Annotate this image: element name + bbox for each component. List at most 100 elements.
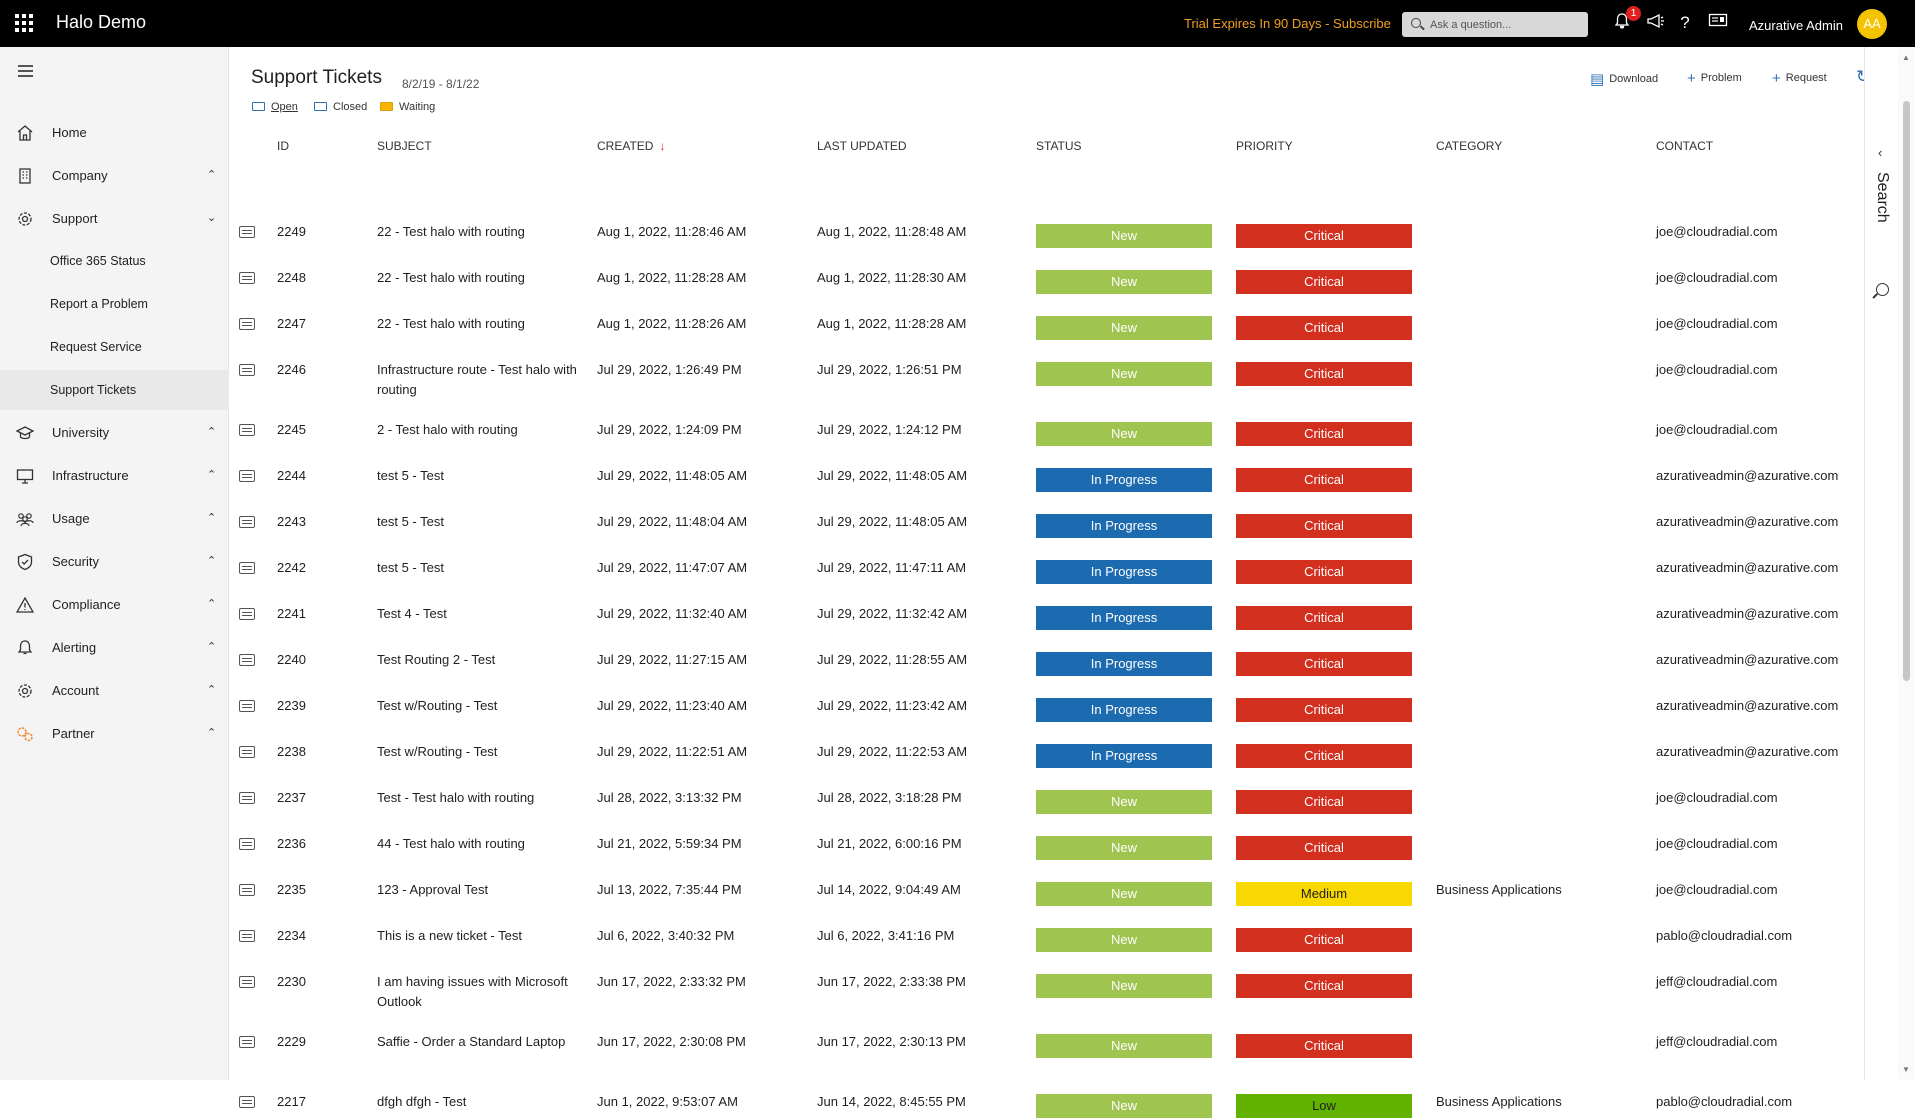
ticket-contact[interactable]: joe@cloudradial.com [1656, 882, 1778, 897]
ticket-contact[interactable]: joe@cloudradial.com [1656, 790, 1778, 805]
sidebar-subitem-office-365-status[interactable]: Office 365 Status [0, 241, 229, 281]
search-input[interactable] [1430, 16, 1580, 33]
ticket-contact[interactable]: pablo@cloudradial.com [1656, 928, 1793, 943]
ticket-contact[interactable]: azurativeadmin@azurative.com [1656, 514, 1839, 529]
ticket-contact[interactable]: azurativeadmin@azurative.com [1656, 652, 1839, 667]
date-range[interactable]: 8/2/19 - 8/1/22 [402, 77, 480, 91]
filter-open[interactable]: Open [252, 101, 298, 113]
ticket-subject[interactable]: I am having issues with Microsoft Outloo… [377, 974, 568, 1009]
sidebar-item-home[interactable]: Home [0, 113, 229, 153]
ticket-id[interactable]: 2236 [277, 836, 306, 851]
ticket-id[interactable]: 2242 [277, 560, 306, 575]
column-header-contact[interactable]: CONTACT [1656, 139, 1714, 153]
ticket-id[interactable]: 2249 [277, 224, 306, 239]
ticket-subject[interactable]: Saffie - Order a Standard Laptop [377, 1034, 566, 1049]
scroll-up-arrow-icon[interactable]: ▲ [1902, 53, 1910, 62]
sidebar-item-alerting[interactable]: Alerting ⌃ [0, 628, 229, 668]
ticket-contact[interactable]: joe@cloudradial.com [1656, 224, 1778, 239]
ticket-id[interactable]: 2240 [277, 652, 306, 667]
ticket-contact[interactable]: pablo@cloudradial.com [1656, 1094, 1793, 1109]
column-header-id[interactable]: ID [277, 139, 289, 153]
notification-bell-icon[interactable] [1611, 12, 1633, 34]
ticket-subject[interactable]: 22 - Test halo with routing [377, 316, 525, 331]
ticket-subject[interactable]: 2 - Test halo with routing [377, 422, 518, 437]
sidebar-subitem-request-service[interactable]: Request Service [0, 327, 229, 367]
column-header-subject[interactable]: SUBJECT [377, 139, 432, 153]
megaphone-icon[interactable] [1645, 12, 1667, 34]
search-box[interactable] [1402, 12, 1588, 37]
sidebar-item-usage[interactable]: Usage ⌃ [0, 499, 229, 539]
ticket-id[interactable]: 2246 [277, 362, 306, 377]
ticket-contact[interactable]: joe@cloudradial.com [1656, 362, 1778, 377]
ticket-contact[interactable]: joe@cloudradial.com [1656, 270, 1778, 285]
ticket-contact[interactable]: jeff@cloudradial.com [1656, 1034, 1778, 1049]
search-panel-label[interactable]: Search [1865, 172, 1899, 262]
sidebar-item-partner[interactable]: Partner ⌃ [0, 714, 229, 754]
app-title[interactable]: Halo Demo [56, 12, 147, 32]
scroll-down-arrow-icon[interactable]: ▼ [1902, 1065, 1910, 1074]
ticket-subject[interactable]: 22 - Test halo with routing [377, 270, 525, 285]
ticket-subject[interactable]: dfgh dfgh - Test [377, 1094, 467, 1109]
filter-closed[interactable]: Closed [314, 101, 367, 113]
sidebar-item-compliance[interactable]: Compliance ⌃ [0, 585, 229, 625]
download-button[interactable]: ▤ Download [1590, 70, 1658, 88]
help-icon[interactable]: ? [1680, 13, 1690, 32]
sidebar-subitem-support-tickets[interactable]: Support Tickets [0, 370, 229, 410]
hamburger-menu-icon[interactable] [18, 65, 33, 77]
ticket-id[interactable]: 2217 [277, 1094, 306, 1109]
id-card-icon[interactable] [1707, 12, 1729, 34]
user-name[interactable]: Azurative Admin [1749, 18, 1843, 33]
ticket-subject[interactable]: 22 - Test halo with routing [377, 224, 525, 239]
ticket-subject[interactable]: This is a new ticket - Test [377, 928, 522, 943]
ticket-id[interactable]: 2237 [277, 790, 306, 805]
avatar[interactable]: AA [1857, 9, 1887, 39]
filter-waiting[interactable]: Waiting [380, 101, 435, 113]
ticket-id[interactable]: 2241 [277, 606, 306, 621]
ticket-id[interactable]: 2235 [277, 882, 306, 897]
sidebar-item-account[interactable]: Account ⌃ [0, 671, 229, 711]
ticket-contact[interactable]: azurativeadmin@azurative.com [1656, 468, 1839, 483]
search-side-panel[interactable]: ‹ Search [1864, 47, 1898, 1080]
column-header-category[interactable]: CATEGORY [1436, 139, 1503, 153]
ticket-subject[interactable]: Test w/Routing - Test [377, 744, 498, 759]
sidebar-item-support[interactable]: Support ⌄ [0, 199, 229, 239]
chevron-left-icon[interactable]: ‹ [1878, 145, 1883, 160]
column-header-last-updated[interactable]: LAST UPDATED [817, 139, 907, 153]
ticket-subject[interactable]: test 5 - Test [377, 468, 444, 483]
ticket-subject[interactable]: 44 - Test halo with routing [377, 836, 525, 851]
scrollbar-thumb[interactable] [1903, 101, 1910, 681]
sidebar-item-company[interactable]: Company ⌃ [0, 156, 229, 196]
sidebar-item-infrastructure[interactable]: Infrastructure ⌃ [0, 456, 229, 496]
ticket-id[interactable]: 2230 [277, 974, 306, 989]
trial-subscribe-link[interactable]: Trial Expires In 90 Days - Subscribe [1184, 16, 1391, 31]
new-request-button[interactable]: + Request [1772, 70, 1827, 87]
new-problem-button[interactable]: + Problem [1687, 70, 1742, 87]
ticket-contact[interactable]: azurativeadmin@azurative.com [1656, 744, 1839, 759]
ticket-subject[interactable]: Infrastructure route - Test halo with ro… [377, 362, 577, 397]
ticket-id[interactable]: 2243 [277, 514, 306, 529]
ticket-id[interactable]: 2247 [277, 316, 306, 331]
ticket-subject[interactable]: test 5 - Test [377, 560, 444, 575]
app-launcher-icon[interactable] [15, 14, 33, 32]
ticket-id[interactable]: 2245 [277, 422, 306, 437]
column-header-status[interactable]: STATUS [1036, 139, 1082, 153]
sidebar-item-university[interactable]: University ⌃ [0, 413, 229, 453]
ticket-contact[interactable]: joe@cloudradial.com [1656, 422, 1778, 437]
column-header-created[interactable]: CREATED ↓ [597, 139, 665, 153]
ticket-subject[interactable]: 123 - Approval Test [377, 882, 489, 897]
ticket-subject[interactable]: Test w/Routing - Test [377, 698, 498, 713]
ticket-contact[interactable]: joe@cloudradial.com [1656, 316, 1778, 331]
ticket-id[interactable]: 2238 [277, 744, 306, 759]
ticket-id[interactable]: 2248 [277, 270, 306, 285]
ticket-contact[interactable]: jeff@cloudradial.com [1656, 974, 1778, 989]
ticket-id[interactable]: 2239 [277, 698, 306, 713]
ticket-contact[interactable]: joe@cloudradial.com [1656, 836, 1778, 851]
column-header-priority[interactable]: PRIORITY [1236, 139, 1293, 153]
sidebar-subitem-report-a-problem[interactable]: Report a Problem [0, 284, 229, 324]
vertical-scrollbar[interactable]: ▲ ▼ [1898, 47, 1915, 1080]
ticket-subject[interactable]: test 5 - Test [377, 514, 444, 529]
ticket-id[interactable]: 2229 [277, 1034, 306, 1049]
sidebar-item-security[interactable]: Security ⌃ [0, 542, 229, 582]
ticket-contact[interactable]: azurativeadmin@azurative.com [1656, 560, 1839, 575]
ticket-contact[interactable]: azurativeadmin@azurative.com [1656, 606, 1839, 621]
